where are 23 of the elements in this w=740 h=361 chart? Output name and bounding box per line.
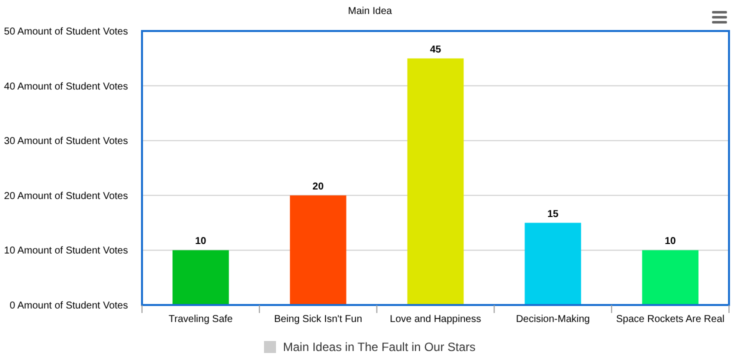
data-label: 45 [430,44,442,56]
data-label: 10 [195,236,207,248]
chart-title: Main Idea [348,6,392,17]
data-label: 10 [664,236,676,248]
y-tick-label: 50 Amount of Student Votes [4,26,128,38]
y-tick-label: 40 Amount of Student Votes [4,81,128,92]
data-label: 15 [547,208,559,220]
y-tick-label: 30 Amount of Student Votes [4,136,128,148]
y-tick-label: 0 Amount of Student Votes [10,300,128,312]
x-tick-label: Being Sick Isn't Fun [274,314,362,325]
y-tick-label: 10 Amount of Student Votes [4,246,128,257]
x-tick-label: Love and Happiness [390,314,482,325]
y-tick-label: 20 Amount of Student Votes [4,190,128,202]
x-tick-label: Traveling Safe [168,314,234,325]
data-label: 20 [312,181,324,192]
text: Main Ideas in The Fault in Our Stars [283,340,476,354]
x-tick-label: Decision-Making [516,314,590,325]
bar [290,195,346,305]
bar [524,222,582,305]
bar [172,250,229,305]
x-tick-label: Space Rockets Are Real [616,314,724,325]
bar [642,250,698,305]
bar [407,58,464,305]
